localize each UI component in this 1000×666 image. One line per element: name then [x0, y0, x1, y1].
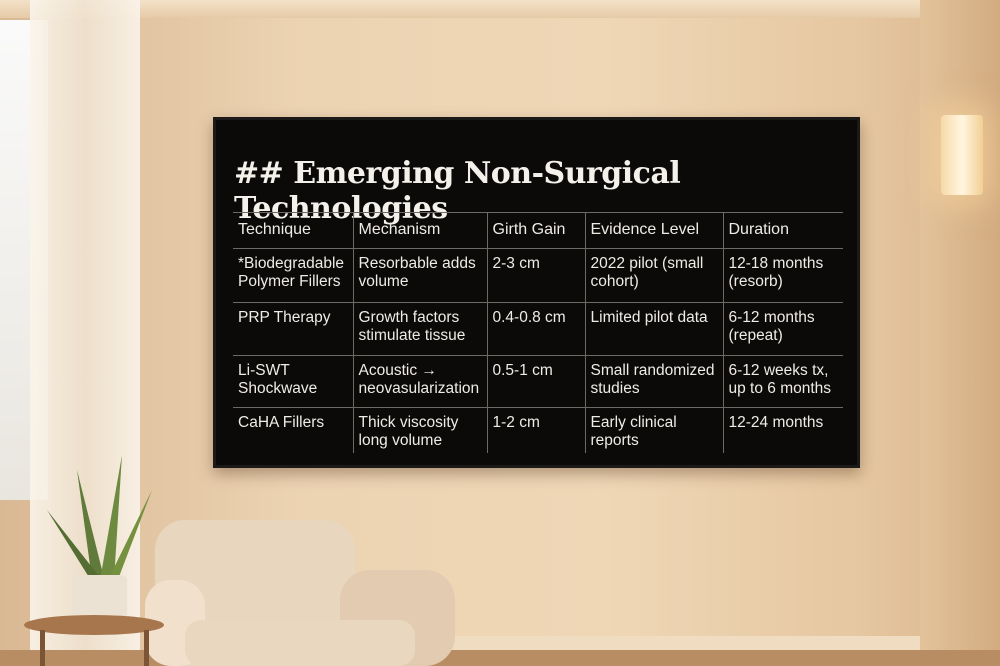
table-row: CaHA Fillers Thick viscosity long volume… [233, 407, 843, 453]
ceiling [0, 0, 1000, 18]
table-cell: 12-18 months (resorb) [722, 248, 843, 303]
table-cell: 6-12 months (repeat) [722, 302, 843, 356]
header-cell: Evidence Level [584, 212, 723, 249]
armchair [145, 520, 455, 666]
table-cell: 12-24 months [722, 407, 843, 453]
technologies-table: Technique Mechanism Girth Gain Evidence … [233, 212, 843, 453]
header-cell: Technique [233, 212, 353, 249]
table-cell: 2-3 cm [486, 248, 585, 303]
header-cell: Mechanism [352, 212, 487, 249]
table-cell: Small randomized studies [584, 355, 723, 408]
table-cell: *Biodegradable Polymer Fillers [233, 248, 353, 303]
header-cell: Duration [722, 212, 843, 249]
table-row: *Biodegradable Polymer Fillers Resorbabl… [233, 248, 843, 303]
table-cell: 2022 pilot (small cohort) [584, 248, 723, 303]
table-row: Li-SWT Shockwave Acoustic → neovasulariz… [233, 355, 843, 408]
table-cell: 1-2 cm [486, 407, 585, 453]
header-cell: Girth Gain [486, 212, 585, 249]
table-cell: Acoustic → neovasularization [352, 355, 487, 408]
table-row: PRP Therapy Growth factors stimulate tis… [233, 302, 843, 356]
table-cell: 0.4-0.8 cm [486, 302, 585, 356]
table-cell: Growth factors stimulate tissue [352, 302, 487, 356]
wall-display-screen: ## Emerging Non-Surgical Technologies Te… [213, 117, 860, 468]
table-cell: Limited pilot data [584, 302, 723, 356]
potted-plant [24, 455, 164, 666]
table-cell: Thick viscosity long volume [352, 407, 487, 453]
wall-corner [920, 0, 1000, 666]
table-header-row: Technique Mechanism Girth Gain Evidence … [233, 212, 843, 249]
table-cell: Resorbable adds volume [352, 248, 487, 303]
wall-sconce-lamp [941, 115, 983, 195]
table-cell: Early clinical reports [584, 407, 723, 453]
table-cell: PRP Therapy [233, 302, 353, 356]
table-cell: 6-12 weeks tx, up to 6 months [722, 355, 843, 408]
table-cell: Li-SWT Shockwave [233, 355, 353, 408]
table-cell: CaHA Fillers [233, 407, 353, 453]
table-cell: 0.5-1 cm [486, 355, 585, 408]
